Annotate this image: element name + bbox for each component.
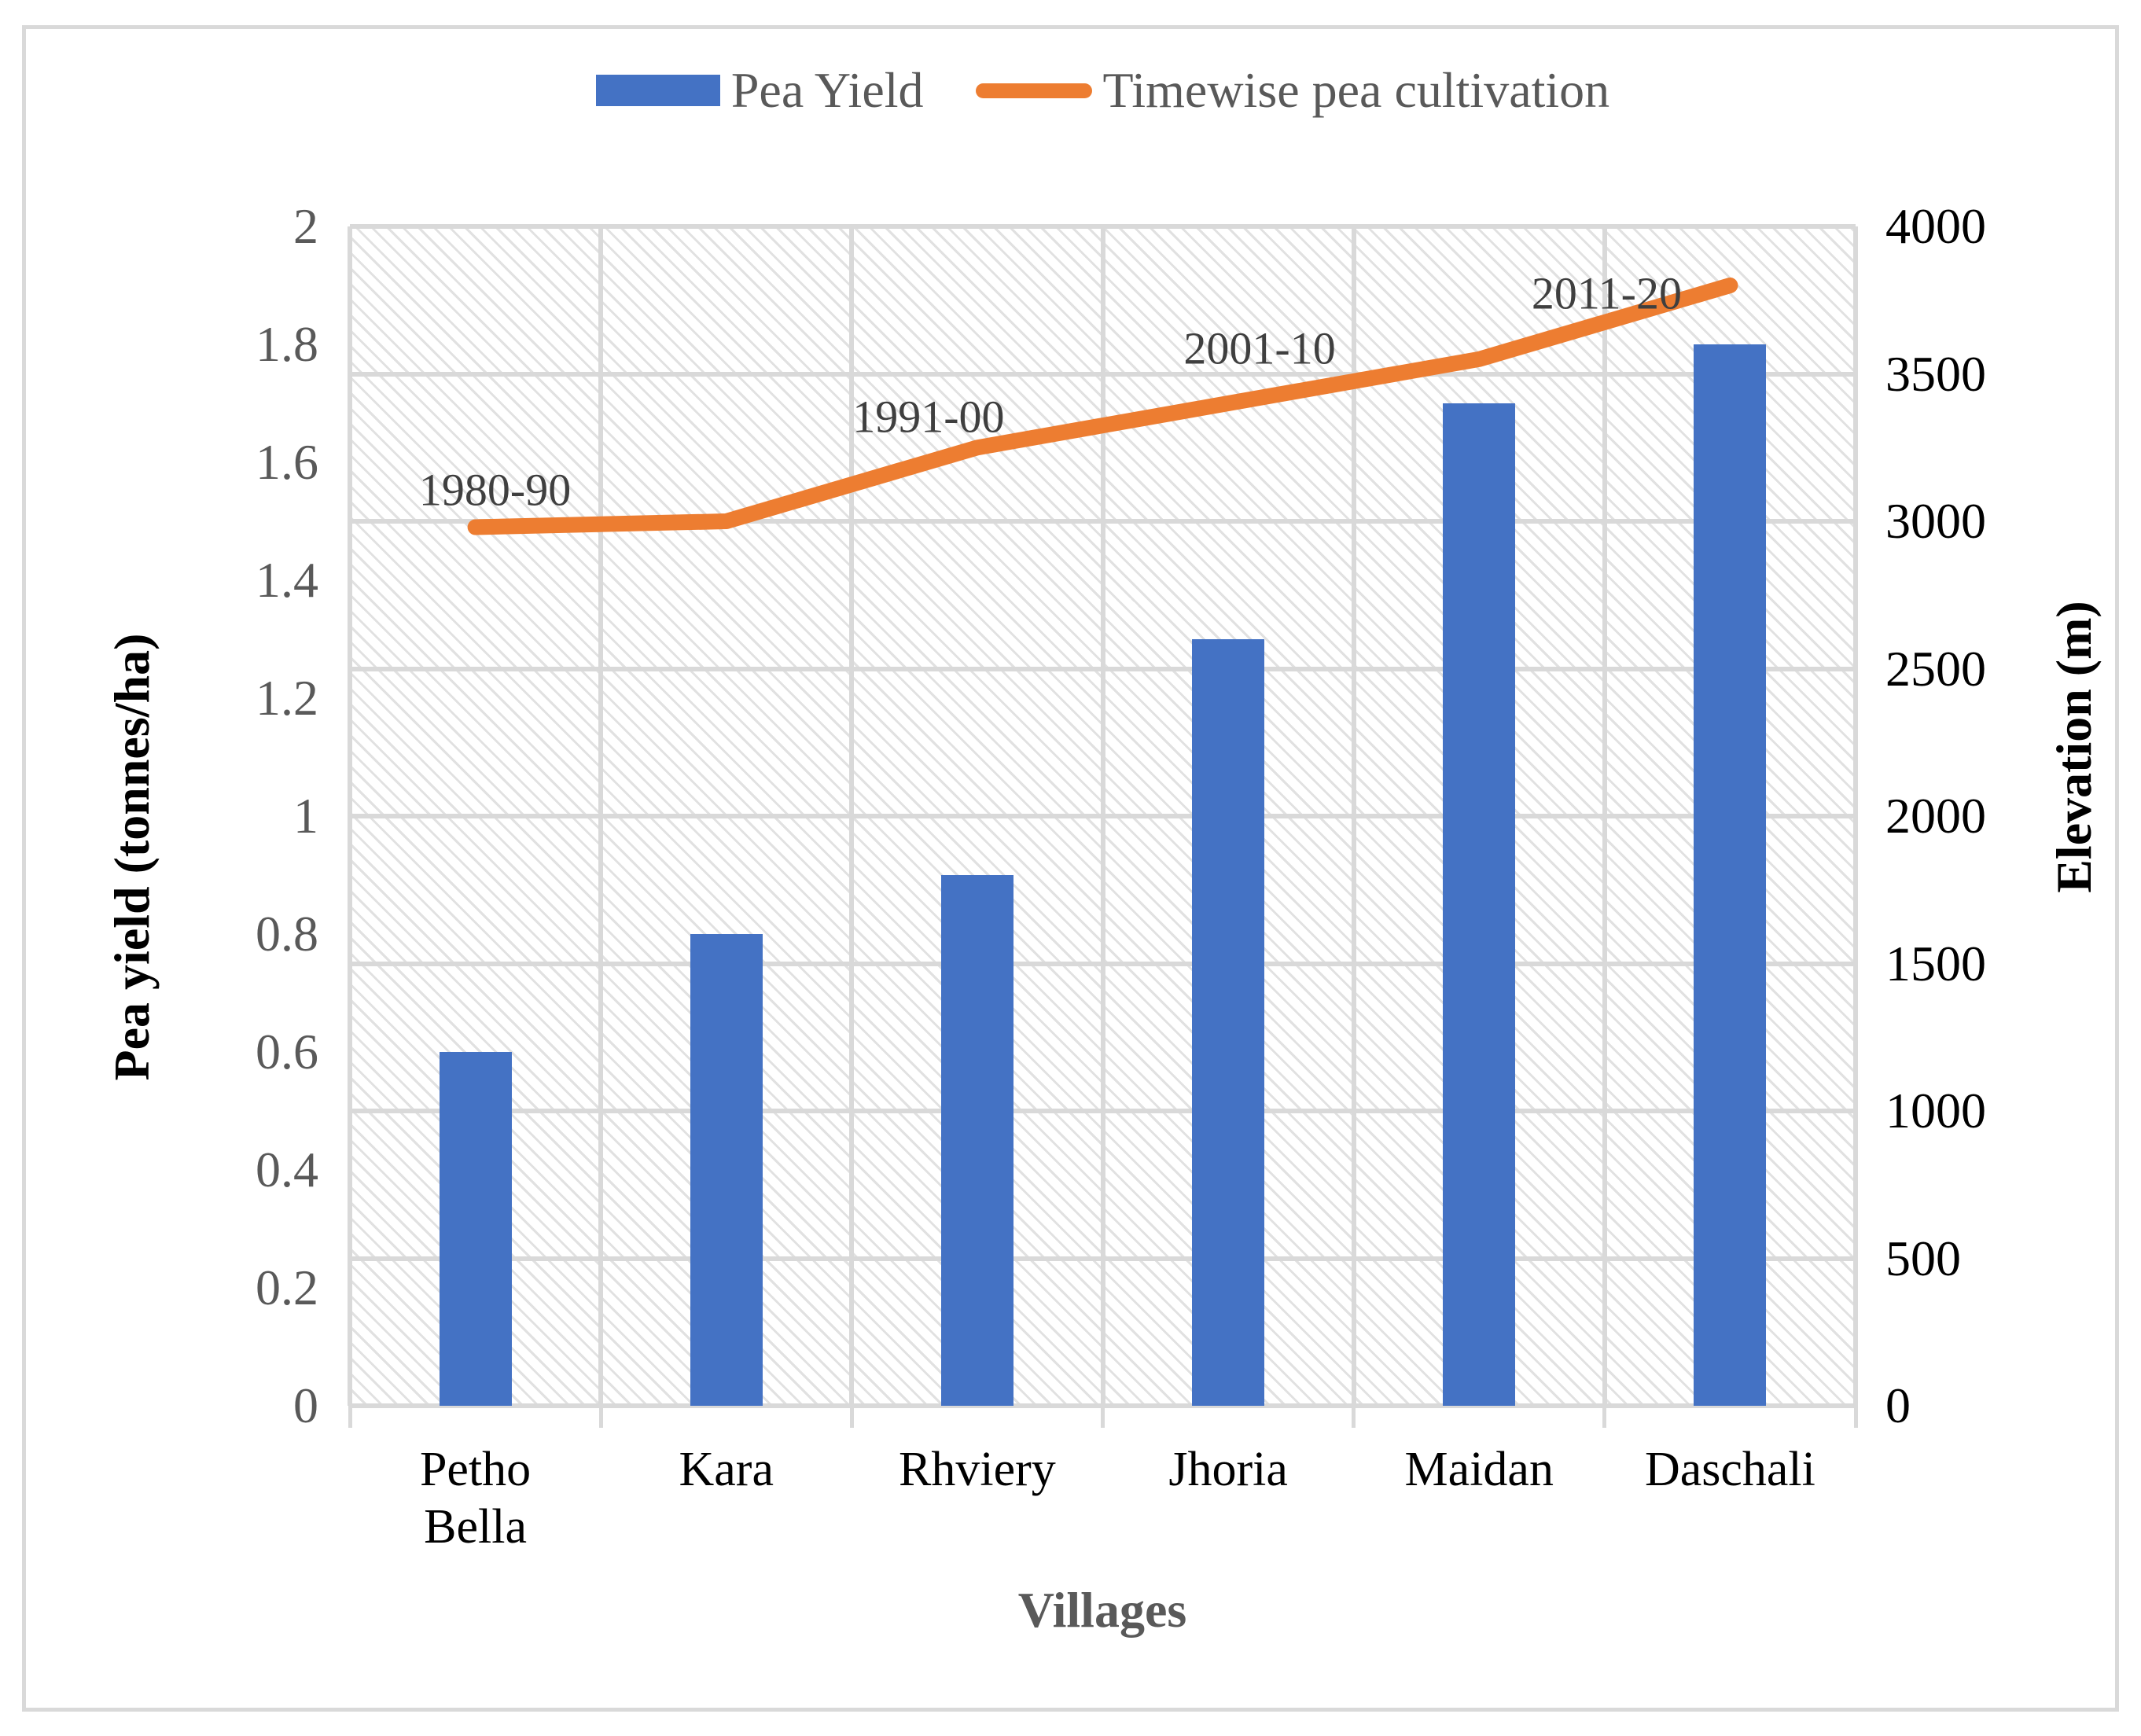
x-axis-tick-mark	[348, 1406, 352, 1428]
x-category-label: Petho Bella	[419, 1443, 532, 1554]
vertical-gridline	[1602, 226, 1607, 1406]
elevation-line	[467, 278, 1738, 535]
x-axis-tick-mark	[1853, 1406, 1858, 1428]
vertical-gridline	[598, 226, 604, 1406]
x-category-label: Jhoria	[1168, 1443, 1288, 1496]
annotation-1980-90: 1980-90	[418, 464, 572, 515]
bar-daschali	[1694, 344, 1767, 1406]
right-axis-tick-label: 1000	[1885, 1083, 1986, 1138]
annotation-2001-10: 2001-10	[1183, 322, 1336, 374]
left-axis-tick-label: 0.4	[256, 1142, 318, 1197]
left-axis-tick-label: 1.8	[256, 316, 318, 372]
x-axis-title: Villages	[1017, 1582, 1187, 1638]
x-axis-tick-mark	[598, 1406, 603, 1428]
left-axis-tick-label: 1.2	[256, 670, 318, 726]
left-axis-title: Pea yield (tonnes/ha)	[104, 633, 160, 1081]
vertical-gridline	[348, 226, 352, 1406]
left-axis-tick-label: 1.4	[256, 552, 318, 608]
bar-petho-bella	[439, 1052, 512, 1406]
x-axis-tick-mark	[1101, 1406, 1105, 1428]
right-axis-tick-label: 2500	[1885, 640, 1986, 697]
vertical-gridline	[1853, 226, 1858, 1406]
bar-jhoria	[1192, 639, 1265, 1406]
legend-item-label: Timewise pea cultivation	[1102, 62, 1610, 118]
right-axis-tick-label: 1500	[1885, 935, 1986, 991]
vertical-gridline	[849, 226, 855, 1406]
left-axis-tick-label: 0.6	[256, 1024, 318, 1079]
left-axis-tick-label: 1.6	[256, 434, 318, 490]
left-axis-tick-label: 0	[293, 1377, 318, 1433]
left-axis-tick-label: 0.8	[256, 906, 318, 962]
x-axis-tick-mark	[1352, 1406, 1356, 1428]
figure-border	[22, 25, 2119, 1712]
line-series	[467, 278, 1738, 535]
x-category-label: Kara	[679, 1443, 774, 1496]
right-axis-tick-label: 3500	[1885, 345, 1986, 402]
bar-maidan	[1443, 403, 1516, 1406]
right-axis-title: Elevation (m)	[2046, 601, 2102, 893]
vertical-gridline	[1351, 226, 1356, 1406]
vertical-gridline	[1100, 226, 1105, 1406]
legend-item-label: Pea Yield	[730, 62, 924, 118]
annotation-1991-00: 1991-00	[852, 391, 1005, 443]
right-axis-tick-label: 4000	[1885, 198, 1986, 254]
x-axis-tick-mark	[849, 1406, 854, 1428]
x-category-label: Maidan	[1404, 1443, 1554, 1496]
left-axis-tick-label: 0.2	[256, 1260, 318, 1315]
x-category-label: Daschali	[1644, 1443, 1815, 1496]
x-category-label: Rhviery	[899, 1443, 1056, 1496]
left-axis-tick-label: 1	[293, 788, 318, 844]
bar-rhviery	[940, 875, 1013, 1406]
plot-area: 1980-90 1991-00 2001-10 2011-20 Petho Bella…	[348, 224, 1858, 1554]
right-axis-tick-label: 500	[1885, 1230, 1961, 1286]
right-axis-tick-label: 0	[1885, 1377, 1911, 1433]
legend: Pea Yield Timewise pea cultivation	[350, 55, 1856, 126]
annotation-2011-20: 2011-20	[1531, 267, 1682, 319]
left-axis-tick-label: 2	[293, 198, 318, 254]
bar-kara	[690, 934, 763, 1406]
right-axis-tick-label: 2000	[1885, 788, 1986, 844]
right-axis-tick-label: 3000	[1885, 493, 1986, 549]
legend-line-swatch-icon	[975, 83, 1092, 98]
legend-bar-swatch-icon	[595, 75, 720, 106]
x-axis-tick-mark	[1602, 1406, 1607, 1428]
